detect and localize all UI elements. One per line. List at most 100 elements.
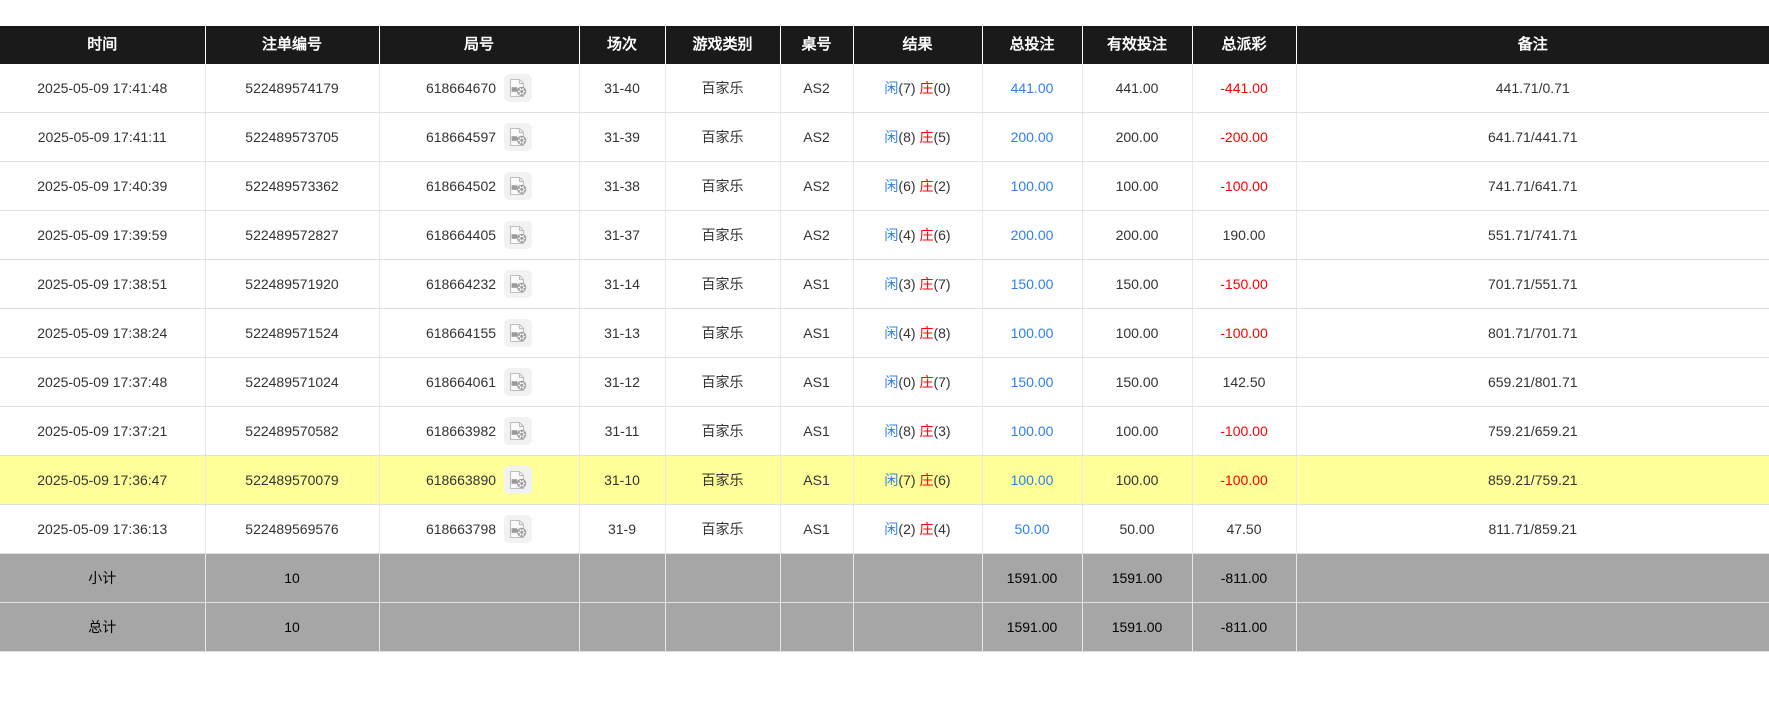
cell-table-no: AS1 <box>780 504 854 554</box>
cell-table-no: AS2 <box>780 161 854 211</box>
cell-total-bet: 50.00 <box>982 504 1083 554</box>
cell-total-bet: 100.00 <box>982 406 1083 456</box>
cell-table-no: AS1 <box>780 357 854 407</box>
cell-order-id: 522489572827 <box>205 210 380 260</box>
table-row[interactable]: 2025-05-09 17:36:13 522489569576 618663798… <box>0 504 1769 554</box>
column-header-session[interactable]: 场次 <box>579 26 666 64</box>
video-replay-icon[interactable] <box>504 172 533 200</box>
summary-row: 小计 10 1591.00 1591.00 -811.00 <box>0 553 1769 603</box>
table-row[interactable]: 2025-05-09 17:41:48 522489574179 618664670… <box>0 64 1769 113</box>
cell-remark: 551.71/741.71 <box>1296 210 1769 260</box>
summary-count: 10 <box>205 553 380 603</box>
column-header-result[interactable]: 结果 <box>853 26 983 64</box>
cell-time: 2025-05-09 17:39:59 <box>0 210 206 260</box>
summary-valid-bet: 1591.00 <box>1082 602 1193 652</box>
cell-total-bet: 150.00 <box>982 357 1083 407</box>
cell-payout: 142.50 <box>1192 357 1297 407</box>
summary-payout: -811.00 <box>1192 602 1297 652</box>
cell-session: 31-10 <box>579 455 666 505</box>
table-row[interactable]: 2025-05-09 17:36:47 522489570079 618663890… <box>0 455 1769 505</box>
cell-result: 闲(4) 庄(6) <box>853 210 983 260</box>
column-header-gametype[interactable]: 游戏类别 <box>665 26 781 64</box>
cell-session: 31-14 <box>579 259 666 309</box>
player-score: (6) <box>898 178 916 194</box>
table-row[interactable]: 2025-05-09 17:37:48 522489571024 618664061… <box>0 357 1769 407</box>
column-header-tableno[interactable]: 桌号 <box>780 26 854 64</box>
cell-payout: -100.00 <box>1192 455 1297 505</box>
video-replay-icon[interactable] <box>504 74 533 102</box>
cell-time: 2025-05-09 17:41:11 <box>0 112 206 162</box>
column-header-order[interactable]: 注单编号 <box>205 26 380 64</box>
cell-game-type: 百家乐 <box>665 161 781 211</box>
player-score: (2) <box>898 521 916 537</box>
cell-game-type: 百家乐 <box>665 504 781 554</box>
summary-blank-remark <box>1296 602 1769 652</box>
cell-game-type: 百家乐 <box>665 357 781 407</box>
cell-valid-bet: 200.00 <box>1082 112 1193 162</box>
video-replay-icon[interactable] <box>504 466 533 494</box>
cell-remark: 659.21/801.71 <box>1296 357 1769 407</box>
cell-game-type: 百家乐 <box>665 210 781 260</box>
round-number: 618664155 <box>425 325 497 341</box>
column-header-remark[interactable]: 备注 <box>1296 26 1769 64</box>
summary-blank-result <box>853 602 983 652</box>
column-header-round[interactable]: 局号 <box>379 26 580 64</box>
bet-records-table: 时间 注单编号 局号 场次 游戏类别 桌号 结果 总投注 有效投注 总派彩 备注… <box>0 26 1769 652</box>
video-replay-icon[interactable] <box>504 417 533 445</box>
column-header-totalbet[interactable]: 总投注 <box>982 26 1083 64</box>
video-replay-icon[interactable] <box>504 368 533 396</box>
cell-time: 2025-05-09 17:41:48 <box>0 64 206 113</box>
player-score: (7) <box>898 80 916 96</box>
video-replay-icon[interactable] <box>504 270 533 298</box>
cell-order-id: 522489574179 <box>205 64 380 113</box>
cell-order-id: 522489571024 <box>205 357 380 407</box>
player-label: 闲 <box>884 178 899 194</box>
table-row[interactable]: 2025-05-09 17:37:21 522489570582 618663982… <box>0 406 1769 456</box>
round-number: 618664405 <box>425 227 497 243</box>
column-header-time[interactable]: 时间 <box>0 26 206 64</box>
cell-result: 闲(8) 庄(5) <box>853 112 983 162</box>
round-number: 618664232 <box>425 276 497 292</box>
table-row[interactable]: 2025-05-09 17:40:39 522489573362 618664502… <box>0 161 1769 211</box>
table-row[interactable]: 2025-05-09 17:39:59 522489572827 618664405… <box>0 210 1769 260</box>
cell-time: 2025-05-09 17:38:24 <box>0 308 206 358</box>
column-header-payout[interactable]: 总派彩 <box>1192 26 1297 64</box>
cell-order-id: 522489573362 <box>205 161 380 211</box>
cell-round-id: 618664405 <box>379 210 580 260</box>
cell-payout: -441.00 <box>1192 64 1297 113</box>
cell-table-no: AS1 <box>780 406 854 456</box>
video-replay-icon[interactable] <box>504 319 533 347</box>
cell-table-no: AS2 <box>780 112 854 162</box>
cell-time: 2025-05-09 17:37:21 <box>0 406 206 456</box>
cell-result: 闲(0) 庄(7) <box>853 357 983 407</box>
round-number: 618663798 <box>425 521 497 537</box>
cell-order-id: 522489571524 <box>205 308 380 358</box>
cell-session: 31-12 <box>579 357 666 407</box>
cell-session: 31-40 <box>579 64 666 113</box>
cell-payout: -100.00 <box>1192 161 1297 211</box>
cell-valid-bet: 150.00 <box>1082 259 1193 309</box>
column-header-validbet[interactable]: 有效投注 <box>1082 26 1193 64</box>
cell-payout: -100.00 <box>1192 308 1297 358</box>
cell-remark: 801.71/701.71 <box>1296 308 1769 358</box>
summary-row: 总计 10 1591.00 1591.00 -811.00 <box>0 602 1769 652</box>
video-replay-icon[interactable] <box>504 221 533 249</box>
video-replay-icon[interactable] <box>504 515 533 543</box>
video-replay-icon[interactable] <box>504 123 533 151</box>
cell-round-id: 618663798 <box>379 504 580 554</box>
cell-table-no: AS2 <box>780 210 854 260</box>
banker-score: (7) <box>933 374 951 390</box>
round-number: 618663982 <box>425 423 497 439</box>
cell-time: 2025-05-09 17:38:51 <box>0 259 206 309</box>
cell-time: 2025-05-09 17:40:39 <box>0 161 206 211</box>
cell-game-type: 百家乐 <box>665 406 781 456</box>
table-row[interactable]: 2025-05-09 17:38:51 522489571920 618664232… <box>0 259 1769 309</box>
round-number: 618664597 <box>425 129 497 145</box>
cell-round-id: 618664232 <box>379 259 580 309</box>
banker-score: (3) <box>933 423 951 439</box>
cell-session: 31-9 <box>579 504 666 554</box>
player-score: (4) <box>898 227 916 243</box>
table-row[interactable]: 2025-05-09 17:41:11 522489573705 618664597… <box>0 112 1769 162</box>
table-row[interactable]: 2025-05-09 17:38:24 522489571524 618664155… <box>0 308 1769 358</box>
